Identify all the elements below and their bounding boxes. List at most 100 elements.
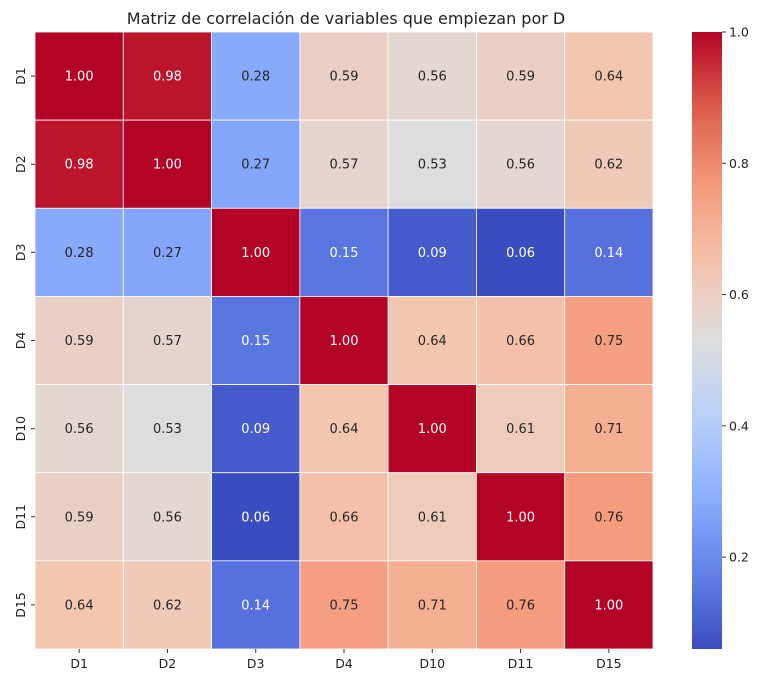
cell-value-label: 0.61 <box>418 510 447 525</box>
cell-value-label: 0.59 <box>65 334 94 349</box>
heatmap-cell-D1-D10 <box>387 31 477 121</box>
cell-value-label: 0.64 <box>330 422 359 437</box>
colorbar-tick-label: 0.2 <box>729 550 749 565</box>
heatmap-cell-D11-D4 <box>299 472 389 562</box>
heatmap-cell-D11-D3 <box>211 472 301 562</box>
heatmap-cell-D1-D4 <box>299 31 389 121</box>
y-tick-label: D10 <box>13 416 28 442</box>
cell-value-label: 0.56 <box>418 70 447 85</box>
cell-value-label: 0.06 <box>506 246 535 261</box>
heatmap-cell-D1-D1 <box>34 31 124 121</box>
cell-value-label: 1.00 <box>241 246 270 261</box>
heatmap-cell-D15-D15 <box>564 560 654 650</box>
heatmap-cell-D11-D2 <box>122 472 212 562</box>
cell-value-label: 0.09 <box>241 422 270 437</box>
cell-value-label: 1.00 <box>153 158 182 173</box>
heatmap-cell-D3-D1 <box>34 207 124 297</box>
cell-value-label: 0.64 <box>418 334 447 349</box>
cell-value-label: 0.57 <box>153 334 182 349</box>
heatmap-cell-D4-D11 <box>476 296 566 385</box>
cell-value-label: 0.28 <box>241 70 270 85</box>
cell-value-label: 0.09 <box>418 246 447 261</box>
heatmap-cell-D15-D10 <box>387 560 477 650</box>
colorbar-tick-label: 0.8 <box>729 156 749 171</box>
heatmap-cell-D2-D11 <box>476 119 566 209</box>
heatmap-cell-D15-D1 <box>34 560 124 650</box>
heatmap-cell-D10-D3 <box>211 384 301 474</box>
cell-value-label: 1.00 <box>506 510 535 525</box>
x-tick-label: D4 <box>335 656 353 671</box>
heatmap-cell-D11-D15 <box>564 472 654 562</box>
x-tick-label: D1 <box>70 656 88 671</box>
cell-value-label: 0.27 <box>241 158 270 173</box>
heatmap-cell-D2-D3 <box>211 119 301 209</box>
cell-value-label: 0.59 <box>506 70 535 85</box>
cell-value-label: 0.53 <box>153 422 182 437</box>
heatmap-cell-D4-D1 <box>34 296 124 385</box>
y-tick-label: D15 <box>13 592 28 618</box>
heatmap-cell-D2-D10 <box>387 119 477 209</box>
y-tick-label: D4 <box>13 332 28 350</box>
cell-value-label: 0.66 <box>506 334 535 349</box>
cell-value-label: 0.27 <box>153 246 182 261</box>
cell-value-label: 1.00 <box>330 334 359 349</box>
cell-value-label: 0.98 <box>153 70 182 85</box>
cell-value-label: 0.75 <box>330 598 359 613</box>
heatmap-cell-D4-D4 <box>299 296 389 385</box>
heatmap-cells: 1.00 0.98 0.28 0.59 0.56 0.59 0.64 0.98 1.00 0.27… <box>34 31 654 650</box>
heatmap-cell-D3-D4 <box>299 207 389 297</box>
cell-value-label: 0.53 <box>418 158 447 173</box>
colorbar-gradient <box>692 32 722 649</box>
heatmap-cell-D15-D4 <box>299 560 389 650</box>
heatmap-cell-D1-D2 <box>122 31 212 121</box>
heatmap-cell-D3-D11 <box>476 207 566 297</box>
cell-value-label: 0.98 <box>65 158 94 173</box>
heatmap-cell-D15-D11 <box>476 560 566 650</box>
heatmap-cell-D1-D11 <box>476 31 566 121</box>
x-tick-label: D15 <box>596 656 622 671</box>
colorbar-tick-label: 0.6 <box>729 287 749 302</box>
heatmap-cell-D10-D1 <box>34 384 124 474</box>
cell-value-label: 0.64 <box>65 598 94 613</box>
colorbar-tick-label: 1.0 <box>729 25 749 40</box>
cell-value-label: 0.56 <box>153 510 182 525</box>
cell-value-label: 0.56 <box>65 422 94 437</box>
x-tick-label: D10 <box>420 656 446 671</box>
cell-value-label: 1.00 <box>594 598 623 613</box>
heatmap-cell-D3-D3 <box>211 207 301 297</box>
x-tick-label: D2 <box>159 656 177 671</box>
y-tick-label: D1 <box>13 67 28 85</box>
cell-value-label: 0.15 <box>241 334 270 349</box>
heatmap-cell-D4-D15 <box>564 296 654 385</box>
cell-value-label: 0.76 <box>506 598 535 613</box>
cell-value-label: 0.76 <box>594 510 623 525</box>
cell-value-label: 0.71 <box>418 598 447 613</box>
cell-value-label: 0.06 <box>241 510 270 525</box>
y-tick-label: D2 <box>13 155 28 173</box>
cell-value-label: 0.56 <box>506 158 535 173</box>
heatmap-cell-D3-D15 <box>564 207 654 297</box>
heatmap-cell-D11-D1 <box>34 472 124 562</box>
cell-value-label: 0.14 <box>241 598 270 613</box>
heatmap-cell-D3-D10 <box>387 207 477 297</box>
heatmap-cell-D11-D10 <box>387 472 477 562</box>
x-tick-label: D3 <box>247 656 265 671</box>
cell-value-label: 1.00 <box>65 70 94 85</box>
cell-value-label: 0.62 <box>153 598 182 613</box>
cell-value-label: 0.28 <box>65 246 94 261</box>
colorbar: 0.2 0.4 0.6 0.8 1.0 <box>692 25 749 649</box>
cell-value-label: 0.14 <box>594 246 623 261</box>
heatmap-cell-D2-D15 <box>564 119 654 209</box>
cell-value-label: 0.61 <box>506 422 535 437</box>
cell-value-label: 0.15 <box>330 246 359 261</box>
cell-value-label: 0.64 <box>594 70 623 85</box>
y-tick-label: D11 <box>13 504 28 530</box>
cell-value-label: 0.62 <box>594 158 623 173</box>
cell-value-label: 0.59 <box>330 70 359 85</box>
heatmap-cell-D10-D15 <box>564 384 654 474</box>
heatmap-cell-D4-D2 <box>122 296 212 385</box>
cell-value-label: 0.59 <box>65 510 94 525</box>
x-tick-label: D11 <box>508 656 534 671</box>
cell-value-label: 0.57 <box>330 158 359 173</box>
cell-value-label: 0.66 <box>330 510 359 525</box>
